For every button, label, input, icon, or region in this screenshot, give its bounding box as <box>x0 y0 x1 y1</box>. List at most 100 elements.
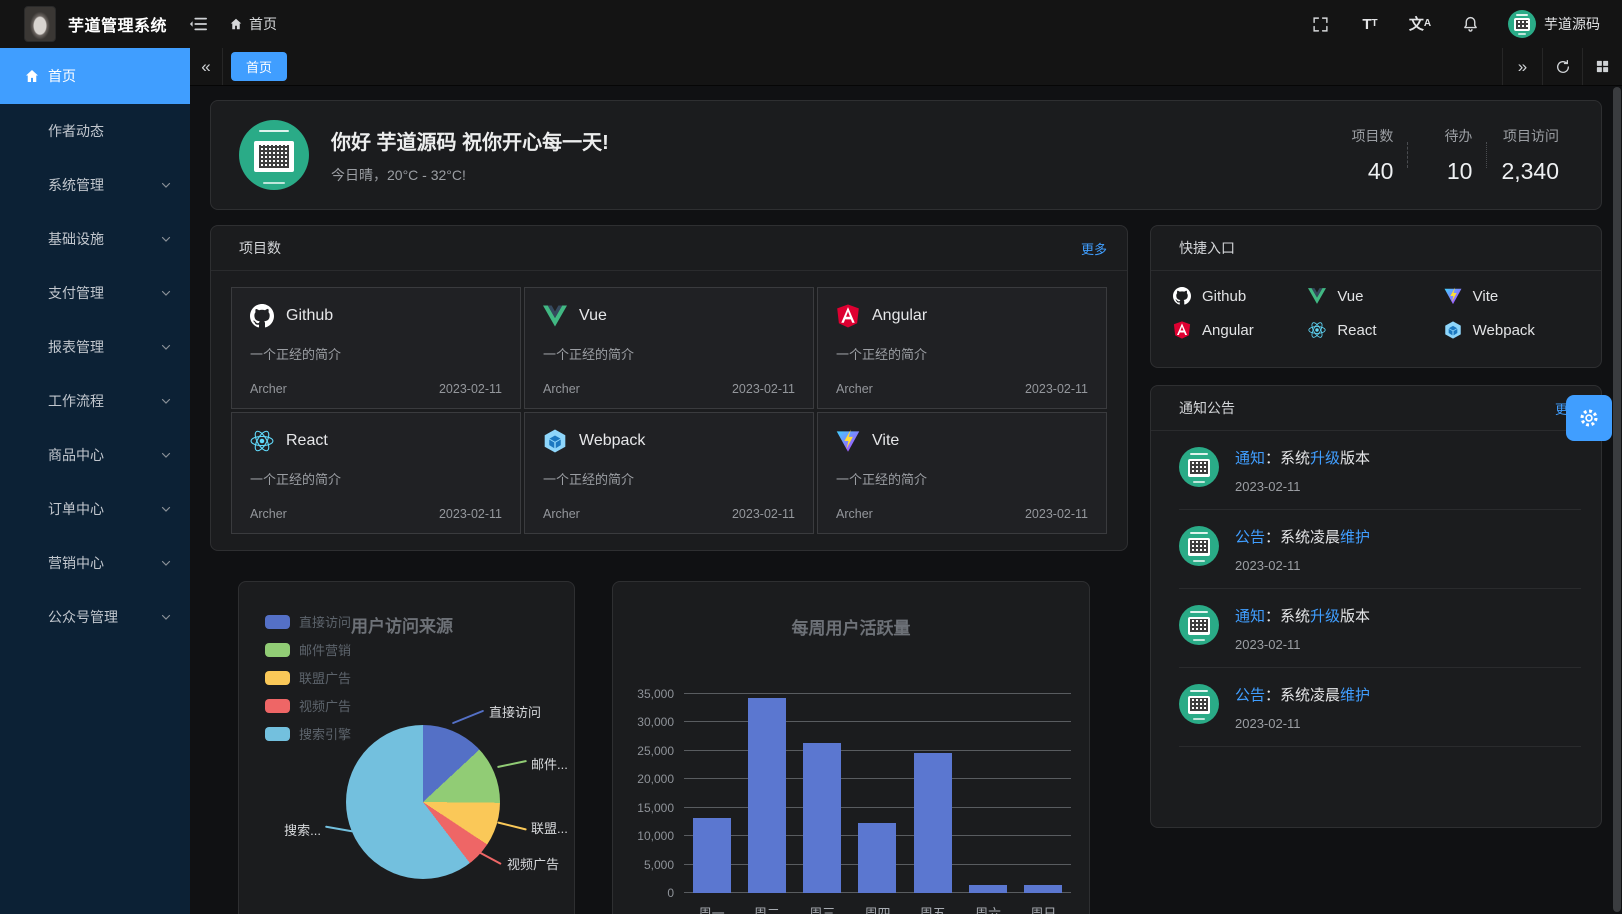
notice-panel-title: 通知公告 <box>1179 400 1235 416</box>
project-name: Github <box>286 307 334 324</box>
pie-slice-label: 邮件... <box>531 757 568 772</box>
shortcut-angular[interactable]: Angular <box>1173 321 1308 339</box>
project-name: React <box>286 432 328 449</box>
shortcut-react[interactable]: React <box>1308 321 1443 339</box>
home-icon <box>24 68 48 84</box>
notice-item[interactable]: 通知：系统升级版本 2023-02-11 <box>1179 431 1581 510</box>
projects-more-link[interactable]: 更多 <box>1080 241 1107 257</box>
sidebar-item-8[interactable]: 订单中心 <box>0 482 190 536</box>
react-icon <box>1308 321 1326 339</box>
user-menu[interactable]: 芋道源码 <box>1508 10 1600 38</box>
legend-item[interactable]: 直接访问 <box>265 612 351 631</box>
project-card-webpack[interactable]: Webpack 一个正经的简介 Archer 2023-02-11 <box>524 412 814 534</box>
webpack-icon <box>1444 321 1462 339</box>
legend-label: 邮件营销 <box>299 643 352 658</box>
sidebar-item-5[interactable]: 报表管理 <box>0 320 190 374</box>
bell-icon[interactable] <box>1458 12 1482 36</box>
menu-fold-icon[interactable] <box>189 16 208 32</box>
bar <box>1024 885 1063 893</box>
project-card-vue[interactable]: Vue 一个正经的简介 Archer 2023-02-11 <box>524 287 814 409</box>
legend-item[interactable]: 视频广告 <box>265 696 351 715</box>
project-date: 2023-02-11 <box>438 382 502 396</box>
greeting-weather: 今日晴，20°C - 32°C! <box>331 166 466 183</box>
legend-item[interactable]: 联盟广告 <box>265 668 351 687</box>
project-date: 2023-02-11 <box>731 507 795 521</box>
sidebar-item-label: 作者动态 <box>48 123 104 139</box>
sidebar: 首页作者动态系统管理 基础设施支付管理报表管理 工作流程商品中心订单中心 营销中心 公众… <box>0 48 190 914</box>
sidebar-item-label: 支付管理 <box>48 285 104 301</box>
sidebar-item-9[interactable]: 营销中心 <box>0 536 190 590</box>
y-axis-tick: 0 <box>667 886 674 900</box>
project-description: 一个正经的简介 <box>250 347 342 362</box>
notice-item[interactable]: 公告：系统凌晨维护 2023-02-11 <box>1179 668 1581 747</box>
x-axis-label: 周六 <box>975 906 1002 914</box>
legend-item[interactable]: 搜索引擎 <box>265 724 351 743</box>
bar <box>858 822 897 893</box>
sidebar-item-label: 商品中心 <box>48 447 104 463</box>
y-axis-tick: 25,000 <box>637 743 674 758</box>
project-author: Archer <box>836 382 873 396</box>
sidebar-item-7[interactable]: 商品中心 <box>0 428 190 482</box>
notice-item[interactable]: 公告：系统凌晨维护 2023-02-11 <box>1179 510 1581 589</box>
pie-slice-label: 搜索... <box>284 823 321 838</box>
shortcut-vite[interactable]: Vite <box>1444 287 1579 305</box>
project-description: 一个正经的简介 <box>250 472 342 487</box>
project-card-vite[interactable]: Vite 一个正经的简介 Archer 2023-02-11 <box>817 412 1107 534</box>
bar <box>692 817 731 893</box>
stat-todo: 待办 10 <box>1444 127 1473 184</box>
tabs-scroll-left-icon[interactable]: « <box>190 48 223 85</box>
pie-slice-label: 直接访问 <box>489 705 542 720</box>
bar-x-axis-labels: 周一 周二 周三 周四 周五 周六 周日 <box>684 903 1071 914</box>
notice-date: 2023-02-11 <box>1235 637 1301 652</box>
sidebar-item-1[interactable]: 作者动态 <box>0 104 190 158</box>
shortcut-webpack[interactable]: Webpack <box>1444 321 1579 339</box>
sidebar-item-3[interactable]: 基础设施 <box>0 212 190 266</box>
theme-settings-button[interactable] <box>1566 395 1612 441</box>
project-card-angular[interactable]: Angular 一个正经的简介 Archer 2023-02-11 <box>817 287 1107 409</box>
legend-label: 联盟广告 <box>299 671 352 686</box>
notice-date: 2023-02-11 <box>1235 716 1301 731</box>
project-name: Vite <box>872 432 900 449</box>
bar <box>969 885 1008 893</box>
refresh-icon[interactable] <box>1542 48 1582 85</box>
legend-item[interactable]: 邮件营销 <box>265 640 351 659</box>
project-card-react[interactable]: React 一个正经的简介 Archer 2023-02-11 <box>231 412 521 534</box>
notice-title: 通知：系统升级版本 <box>1235 450 1371 467</box>
notice-title: 公告：系统凌晨维护 <box>1235 687 1371 704</box>
sidebar-item-10[interactable]: 公众号管理 <box>0 590 190 644</box>
y-axis-tick: 10,000 <box>637 829 674 844</box>
vite-icon <box>836 429 860 453</box>
bar <box>747 698 786 893</box>
tab-home[interactable]: 首页 <box>231 52 288 81</box>
pie-legend: 直接访问邮件营销联盟广告视频广告搜索引擎 <box>265 612 351 743</box>
shortcut-label: Webpack <box>1472 321 1535 339</box>
project-name: Vue <box>579 307 607 324</box>
tabs-scroll-right-icon[interactable]: » <box>1502 48 1542 85</box>
shortcut-label: React <box>1337 321 1377 339</box>
notice-item[interactable]: 通知：系统升级版本 2023-02-11 <box>1179 589 1581 668</box>
project-card-github[interactable]: Github 一个正经的简介 Archer 2023-02-11 <box>231 287 521 409</box>
page-scrollbar[interactable] <box>1613 87 1621 912</box>
sidebar-item-home[interactable]: 首页 <box>0 48 190 104</box>
fullscreen-icon[interactable] <box>1308 12 1332 36</box>
project-description: 一个正经的简介 <box>543 472 635 487</box>
sidebar-item-2[interactable]: 系统管理 <box>0 158 190 212</box>
layout-grid-icon[interactable] <box>1582 48 1622 85</box>
sidebar-item-4[interactable]: 支付管理 <box>0 266 190 320</box>
breadcrumb[interactable]: 首页 <box>229 14 277 34</box>
logo-image <box>24 6 56 42</box>
shortcut-vue[interactable]: Vue <box>1308 287 1443 305</box>
notice-avatar <box>1179 605 1219 645</box>
project-date: 2023-02-11 <box>1024 507 1088 521</box>
notice-avatar <box>1179 526 1219 566</box>
shortcut-github[interactable]: Github <box>1173 287 1308 305</box>
notice-avatar <box>1179 684 1219 724</box>
pie-slice-label: 联盟... <box>531 821 568 836</box>
sidebar-item-6[interactable]: 工作流程 <box>0 374 190 428</box>
greeting-title: 你好 芋道源码 祝你开心每一天! <box>331 131 609 154</box>
notice-date: 2023-02-11 <box>1235 479 1301 494</box>
